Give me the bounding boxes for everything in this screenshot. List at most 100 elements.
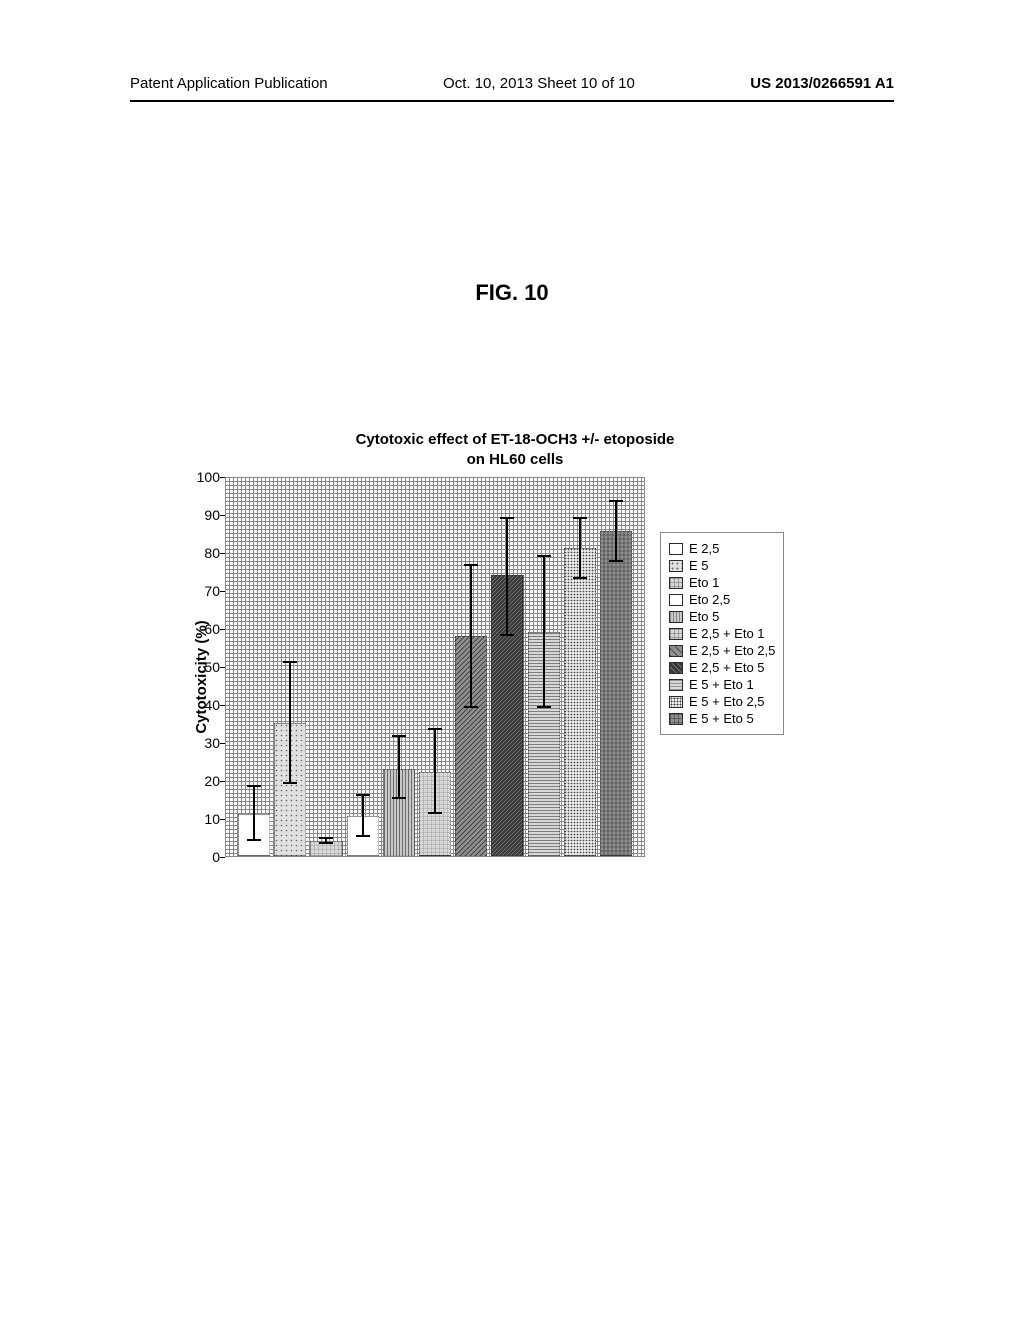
- bar-wrapper: [564, 478, 596, 856]
- error-bar: [543, 556, 545, 708]
- legend-item: E 2,5 + Eto 2,5: [669, 643, 775, 658]
- error-bar: [289, 662, 291, 784]
- page-header: Patent Application Publication Oct. 10, …: [130, 75, 894, 92]
- bar-wrapper: [383, 478, 415, 856]
- y-tick-label: 100: [185, 469, 220, 485]
- error-cap-bottom: [609, 560, 623, 562]
- y-tick-label: 20: [185, 773, 220, 789]
- error-cap-top: [500, 517, 514, 519]
- bar-wrapper: [274, 478, 306, 856]
- legend-label: E 5 + Eto 1: [689, 677, 754, 692]
- legend-item: Eto 2,5: [669, 592, 775, 607]
- figure-label: FIG. 10: [0, 280, 1024, 306]
- error-cap-top: [283, 661, 297, 663]
- legend-label: E 2,5: [689, 541, 719, 556]
- error-bar: [434, 729, 436, 815]
- bar-wrapper: [528, 478, 560, 856]
- legend: E 2,5 E 5 Eto 1 Eto 2,5 Eto 5 E 2,5 + Eto 1 E …: [660, 532, 784, 735]
- chart-title-line1: Cytotoxic effect of ET-18-OCH3 +/- etopo…: [356, 431, 675, 448]
- header-patent-number: US 2013/0266591 A1: [750, 75, 894, 92]
- bar-wrapper: [491, 478, 523, 856]
- bar: [600, 531, 632, 856]
- error-cap-top: [464, 564, 478, 566]
- legend-label: Eto 2,5: [689, 592, 730, 607]
- y-tick-label: 60: [185, 621, 220, 637]
- legend-item: E 2,5 + Eto 1: [669, 626, 775, 641]
- y-tick-label: 10: [185, 811, 220, 827]
- legend-item: E 2,5 + Eto 5: [669, 660, 775, 675]
- error-cap-bottom: [428, 812, 442, 814]
- error-bar: [470, 565, 472, 708]
- legend-label: Eto 1: [689, 575, 719, 590]
- error-cap-top: [392, 735, 406, 737]
- error-cap-top: [609, 500, 623, 502]
- legend-swatch: [669, 696, 683, 708]
- legend-label: E 5: [689, 558, 709, 573]
- y-tick-label: 30: [185, 735, 220, 751]
- error-cap-top: [356, 794, 370, 796]
- bar-wrapper: [600, 478, 632, 856]
- error-cap-bottom: [247, 839, 261, 841]
- bar-wrapper: [419, 478, 451, 856]
- legend-swatch: [669, 594, 683, 606]
- header-publication: Patent Application Publication: [130, 75, 328, 92]
- header-date-sheet: Oct. 10, 2013 Sheet 10 of 10: [443, 75, 635, 92]
- bar-wrapper: [238, 478, 270, 856]
- y-tick-labels: 0102030405060708090100: [185, 477, 220, 857]
- error-cap-top: [247, 785, 261, 787]
- y-tick-label: 70: [185, 583, 220, 599]
- legend-swatch: [669, 560, 683, 572]
- plot-area: [225, 477, 645, 857]
- legend-swatch: [669, 543, 683, 555]
- error-cap-top: [537, 555, 551, 557]
- legend-label: Eto 5: [689, 609, 719, 624]
- bar-wrapper: [347, 478, 379, 856]
- error-bar: [506, 518, 508, 636]
- legend-item: E 5: [669, 558, 775, 573]
- legend-swatch: [669, 628, 683, 640]
- error-cap-bottom: [500, 634, 514, 636]
- y-tick-mark: [220, 857, 225, 858]
- legend-swatch: [669, 713, 683, 725]
- bars-container: [226, 478, 644, 856]
- legend-item: Eto 1: [669, 575, 775, 590]
- y-tick-label: 50: [185, 659, 220, 675]
- error-cap-bottom: [356, 835, 370, 837]
- chart-container: Cytotoxic effect of ET-18-OCH3 +/- etopo…: [175, 430, 855, 877]
- error-cap-top: [428, 728, 442, 730]
- y-tick-label: 40: [185, 697, 220, 713]
- legend-label: E 5 + Eto 2,5: [689, 694, 765, 709]
- legend-swatch: [669, 645, 683, 657]
- header-rule: [130, 100, 894, 102]
- legend-item: Eto 5: [669, 609, 775, 624]
- bar-wrapper: [455, 478, 487, 856]
- legend-item: E 5 + Eto 5: [669, 711, 775, 726]
- chart-body: Cytotoxicity (%) 0102030405060708090100 …: [175, 477, 855, 877]
- legend-swatch: [669, 679, 683, 691]
- legend-swatch: [669, 611, 683, 623]
- error-cap-top: [573, 517, 587, 519]
- legend-item: E 5 + Eto 1: [669, 677, 775, 692]
- legend-label: E 2,5 + Eto 2,5: [689, 643, 775, 658]
- chart-title: Cytotoxic effect of ET-18-OCH3 +/- etopo…: [175, 430, 855, 469]
- bar-wrapper: [310, 478, 342, 856]
- y-tick-label: 0: [185, 849, 220, 865]
- error-cap-top: [319, 837, 333, 839]
- error-bar: [398, 736, 400, 799]
- error-cap-bottom: [319, 842, 333, 844]
- legend-item: E 5 + Eto 2,5: [669, 694, 775, 709]
- legend-item: E 2,5: [669, 541, 775, 556]
- chart-title-line2: on HL60 cells: [467, 451, 564, 468]
- error-bar: [253, 786, 255, 841]
- y-tick-label: 80: [185, 545, 220, 561]
- error-cap-bottom: [283, 782, 297, 784]
- error-bar: [615, 501, 617, 562]
- error-cap-bottom: [537, 706, 551, 708]
- bar: [564, 548, 596, 856]
- error-cap-bottom: [464, 706, 478, 708]
- error-cap-bottom: [392, 797, 406, 799]
- legend-swatch: [669, 577, 683, 589]
- legend-swatch: [669, 662, 683, 674]
- error-bar: [362, 795, 364, 837]
- legend-label: E 5 + Eto 5: [689, 711, 754, 726]
